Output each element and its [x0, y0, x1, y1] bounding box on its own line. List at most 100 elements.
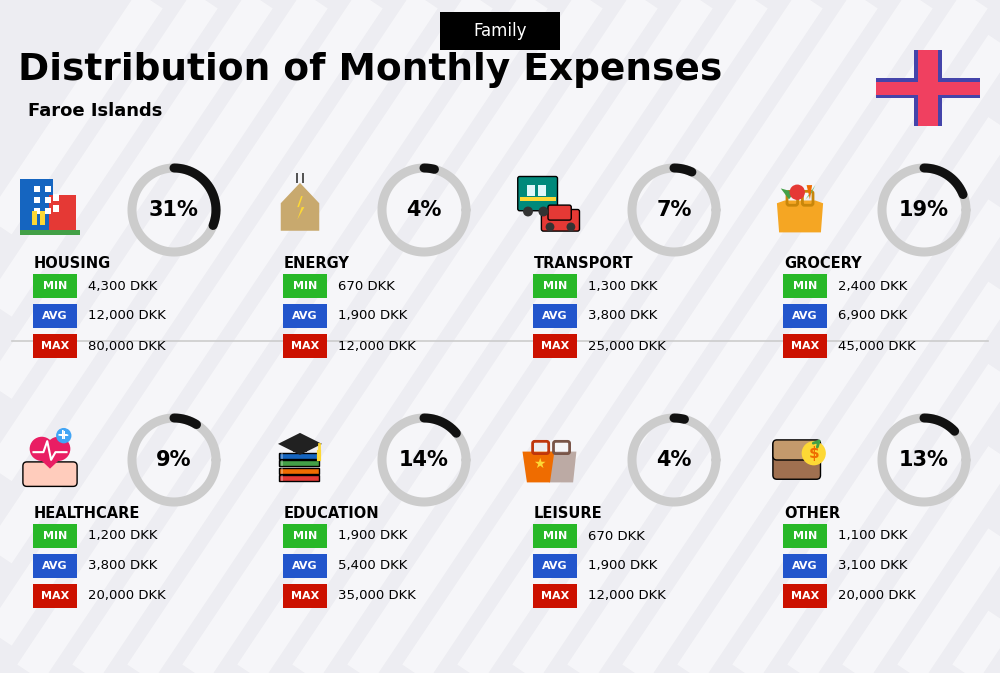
Text: 1,300 DKK: 1,300 DKK [588, 279, 658, 293]
Text: MIN: MIN [293, 281, 317, 291]
Polygon shape [807, 185, 812, 199]
FancyBboxPatch shape [33, 524, 77, 548]
Text: 4%: 4% [656, 450, 692, 470]
FancyBboxPatch shape [33, 334, 77, 358]
Text: 6,900 DKK: 6,900 DKK [838, 310, 907, 322]
Circle shape [46, 437, 70, 461]
FancyBboxPatch shape [279, 468, 319, 474]
Text: $: $ [808, 446, 819, 461]
Bar [876, 81, 980, 94]
Text: 7%: 7% [656, 200, 692, 220]
Bar [20, 178, 53, 234]
Text: MIN: MIN [293, 531, 317, 541]
Bar [53, 205, 59, 211]
Text: AVG: AVG [292, 561, 318, 571]
FancyBboxPatch shape [783, 524, 827, 548]
Circle shape [56, 428, 71, 444]
FancyBboxPatch shape [518, 176, 558, 211]
Text: MIN: MIN [543, 281, 567, 291]
Text: ENERGY: ENERGY [284, 256, 350, 271]
FancyBboxPatch shape [279, 453, 319, 459]
Text: 3,100 DKK: 3,100 DKK [838, 559, 908, 573]
FancyBboxPatch shape [23, 462, 77, 487]
Text: MIN: MIN [43, 531, 67, 541]
Bar [44, 197, 51, 203]
Text: MAX: MAX [291, 591, 319, 601]
Text: AVG: AVG [542, 561, 568, 571]
Text: MIN: MIN [793, 531, 817, 541]
Text: AVG: AVG [792, 561, 818, 571]
FancyBboxPatch shape [283, 554, 327, 578]
Circle shape [30, 437, 54, 461]
FancyBboxPatch shape [533, 554, 577, 578]
Bar [44, 208, 51, 214]
Bar [40, 211, 44, 225]
FancyBboxPatch shape [541, 209, 580, 231]
Bar [34, 197, 40, 203]
Text: 13%: 13% [899, 450, 949, 470]
Polygon shape [522, 452, 554, 483]
Polygon shape [278, 433, 322, 455]
FancyBboxPatch shape [533, 334, 577, 358]
Text: 2,400 DKK: 2,400 DKK [838, 279, 907, 293]
Text: 31%: 31% [149, 200, 199, 220]
FancyBboxPatch shape [533, 304, 577, 328]
Text: MAX: MAX [41, 591, 69, 601]
Text: 35,000 DKK: 35,000 DKK [338, 590, 416, 602]
Text: TRANSPORT: TRANSPORT [534, 256, 634, 271]
Circle shape [802, 441, 826, 465]
Bar [281, 474, 283, 481]
Text: 9%: 9% [156, 450, 192, 470]
Polygon shape [781, 188, 794, 199]
FancyBboxPatch shape [773, 441, 820, 479]
Text: OTHER: OTHER [784, 506, 840, 521]
Text: MAX: MAX [791, 341, 819, 351]
Bar [281, 460, 283, 466]
FancyBboxPatch shape [33, 584, 77, 608]
Text: 80,000 DKK: 80,000 DKK [88, 339, 166, 353]
Circle shape [790, 184, 805, 200]
FancyBboxPatch shape [283, 334, 327, 358]
Bar [53, 194, 59, 201]
Text: MAX: MAX [291, 341, 319, 351]
Polygon shape [777, 201, 823, 232]
FancyBboxPatch shape [773, 440, 820, 460]
Text: EDUCATION: EDUCATION [284, 506, 380, 521]
FancyBboxPatch shape [533, 524, 577, 548]
Bar [538, 185, 546, 196]
FancyBboxPatch shape [440, 12, 560, 50]
Text: +: + [58, 429, 69, 442]
Text: AVG: AVG [42, 311, 68, 321]
FancyBboxPatch shape [783, 274, 827, 298]
Text: 4,300 DKK: 4,300 DKK [88, 279, 157, 293]
Bar [49, 195, 76, 234]
FancyBboxPatch shape [783, 304, 827, 328]
Text: 19%: 19% [899, 200, 949, 220]
Text: MIN: MIN [793, 281, 817, 291]
Text: 14%: 14% [399, 450, 449, 470]
FancyBboxPatch shape [283, 524, 327, 548]
Text: 3,800 DKK: 3,800 DKK [588, 310, 657, 322]
Polygon shape [281, 183, 319, 231]
Circle shape [566, 223, 575, 232]
Text: LEISURE: LEISURE [534, 506, 603, 521]
Bar [302, 173, 304, 183]
FancyBboxPatch shape [33, 274, 77, 298]
Text: Family: Family [473, 22, 527, 40]
Bar [20, 230, 80, 235]
FancyBboxPatch shape [279, 474, 319, 481]
Text: AVG: AVG [542, 311, 568, 321]
Bar [527, 185, 535, 196]
Text: AVG: AVG [42, 561, 68, 571]
FancyBboxPatch shape [33, 554, 77, 578]
Text: Faroe Islands: Faroe Islands [28, 102, 162, 120]
FancyBboxPatch shape [33, 304, 77, 328]
Circle shape [538, 207, 548, 217]
Polygon shape [547, 452, 576, 483]
Text: 1,900 DKK: 1,900 DKK [338, 530, 407, 542]
Text: 12,000 DKK: 12,000 DKK [338, 339, 416, 353]
FancyBboxPatch shape [783, 554, 827, 578]
Text: 3,800 DKK: 3,800 DKK [88, 559, 157, 573]
Bar [876, 78, 980, 98]
Text: 12,000 DKK: 12,000 DKK [588, 590, 666, 602]
